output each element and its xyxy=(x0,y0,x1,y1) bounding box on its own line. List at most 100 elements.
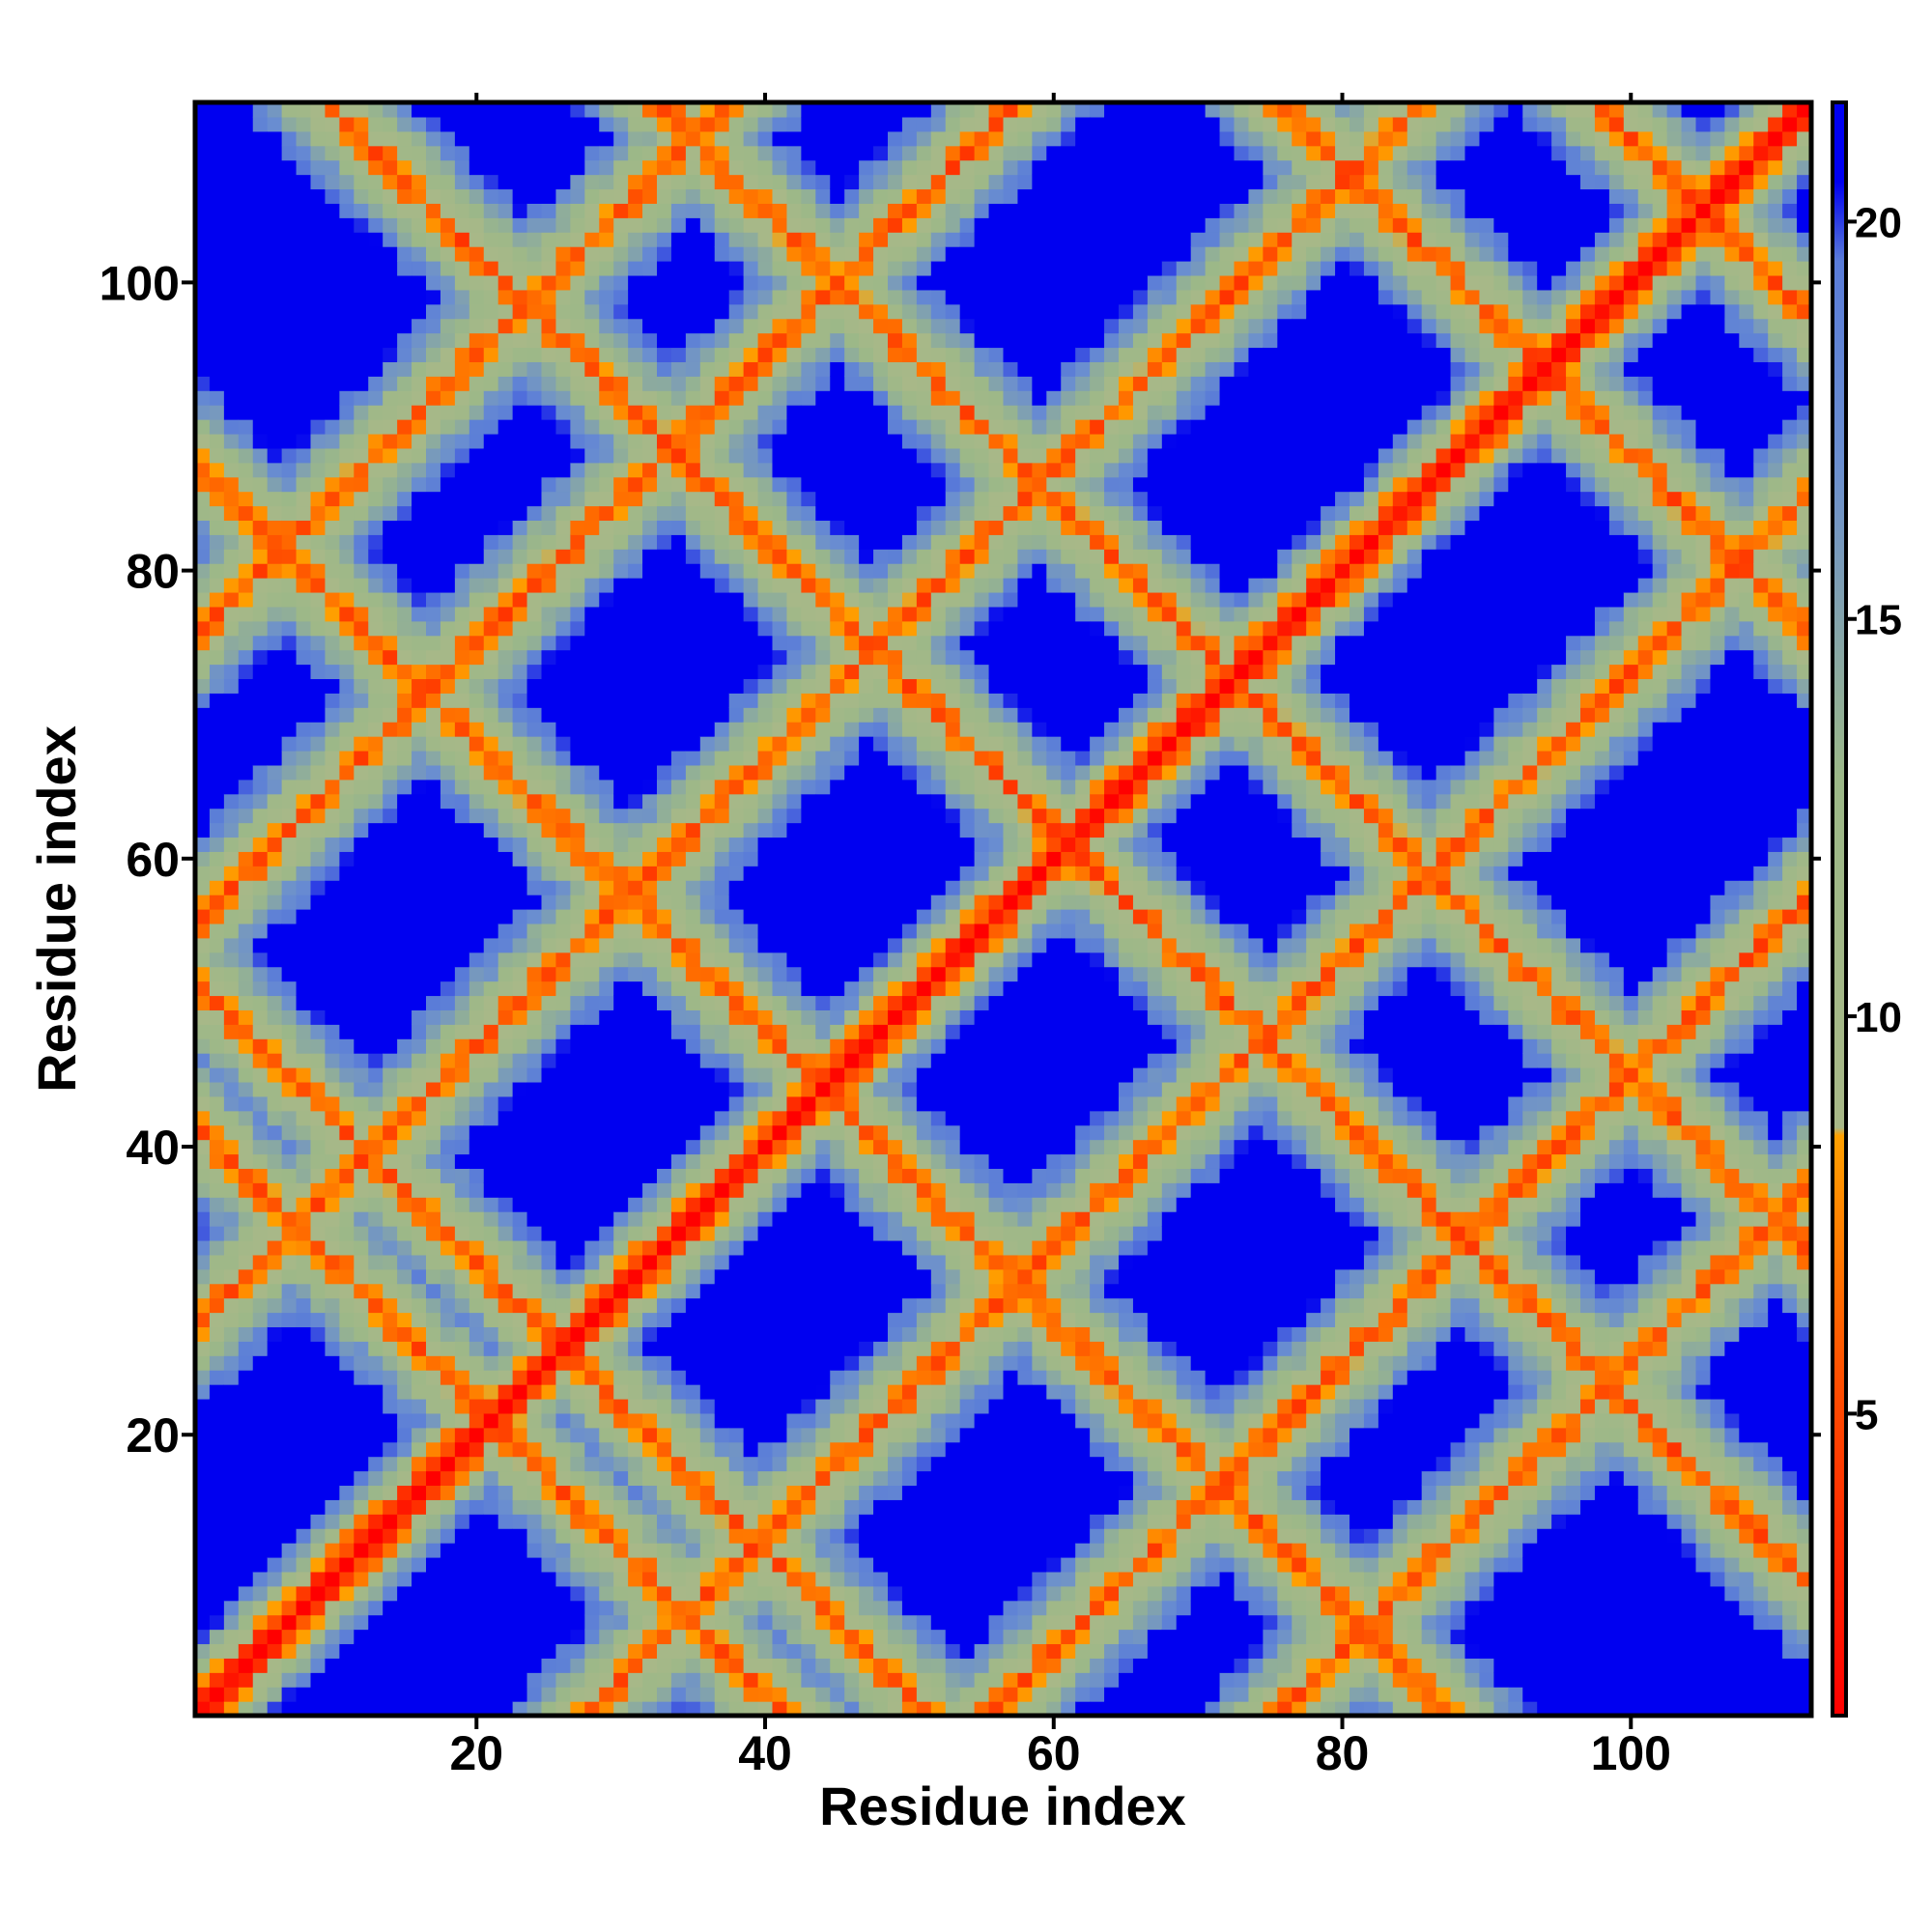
heatmap-cell xyxy=(670,1081,687,1097)
heatmap-cell xyxy=(339,1254,355,1270)
heatmap-cell xyxy=(555,707,571,723)
heatmap-cell xyxy=(670,966,687,982)
heatmap-cell xyxy=(209,578,225,593)
heatmap-cell xyxy=(570,606,585,622)
heatmap-cell xyxy=(815,664,831,680)
heatmap-cell xyxy=(339,1384,355,1400)
heatmap-cell xyxy=(642,303,658,320)
heatmap-cell xyxy=(412,578,427,593)
heatmap-cell xyxy=(743,750,759,766)
heatmap-cell xyxy=(526,952,543,968)
heatmap-cell xyxy=(714,1427,730,1443)
heatmap-cell xyxy=(310,649,327,666)
heatmap-cell xyxy=(296,1571,312,1587)
heatmap-cell xyxy=(628,1427,643,1443)
heatmap-cell xyxy=(368,1384,384,1400)
heatmap-cell xyxy=(728,779,745,795)
heatmap-cell xyxy=(657,851,672,867)
heatmap-cell xyxy=(325,303,340,320)
heatmap-cell xyxy=(368,318,384,334)
heatmap-cell xyxy=(570,1398,585,1414)
heatmap-cell xyxy=(267,1024,283,1039)
heatmap-cell xyxy=(483,1283,499,1299)
heatmap-cell xyxy=(757,261,774,276)
heatmap-cell xyxy=(699,261,716,276)
heatmap-cell xyxy=(325,505,340,522)
heatmap-cell xyxy=(613,1701,629,1717)
heatmap-cell xyxy=(801,476,816,493)
heatmap-cell xyxy=(830,837,845,852)
heatmap-cell xyxy=(325,274,340,291)
heatmap-cell xyxy=(238,376,254,391)
heatmap-cell xyxy=(757,822,774,838)
heatmap-cell xyxy=(772,649,788,666)
heatmap-cell xyxy=(714,937,730,953)
heatmap-cell xyxy=(628,447,643,464)
heatmap-cell xyxy=(383,880,398,895)
heatmap-cell xyxy=(541,289,557,305)
heatmap-cell xyxy=(310,491,327,507)
heatmap-cell xyxy=(296,1543,312,1558)
heatmap-cell xyxy=(555,764,571,781)
heatmap-cell xyxy=(657,1600,672,1616)
heatmap-cell xyxy=(570,1514,585,1529)
heatmap-cell xyxy=(238,145,254,161)
heatmap-cell xyxy=(426,563,441,579)
heatmap-cell xyxy=(310,1672,327,1688)
heatmap-cell xyxy=(642,520,658,535)
heatmap-cell xyxy=(469,1067,485,1083)
heatmap-cell xyxy=(238,1658,254,1673)
heatmap-cell xyxy=(685,1139,701,1155)
heatmap-cell xyxy=(526,130,543,147)
heatmap-cell xyxy=(397,1614,412,1631)
heatmap-cell xyxy=(628,937,643,953)
heatmap-cell xyxy=(786,591,802,608)
heatmap-cell xyxy=(497,1081,514,1097)
heatmap-cell xyxy=(252,1254,269,1270)
heatmap-cell xyxy=(223,1139,240,1155)
heatmap-cell xyxy=(325,952,340,968)
heatmap-cell xyxy=(657,274,672,291)
heatmap-cell xyxy=(252,1197,269,1212)
heatmap-cell xyxy=(772,289,788,305)
heatmap-cell xyxy=(296,1024,312,1039)
heatmap-cell xyxy=(628,678,643,694)
heatmap-cell xyxy=(440,174,456,190)
heatmap-cell xyxy=(454,808,470,824)
heatmap-cell xyxy=(252,433,269,449)
heatmap-cell xyxy=(599,1528,614,1544)
heatmap-cell xyxy=(339,303,355,320)
heatmap-cell xyxy=(757,1398,774,1414)
heatmap-cell xyxy=(325,1139,340,1155)
heatmap-cell xyxy=(426,880,441,895)
heatmap-cell xyxy=(383,130,398,147)
heatmap-cell xyxy=(397,261,412,276)
heatmap-cell xyxy=(281,174,298,190)
heatmap-cell xyxy=(555,736,571,752)
heatmap-cell xyxy=(584,793,600,810)
heatmap-cell xyxy=(195,793,211,810)
heatmap-cell xyxy=(426,433,441,449)
heatmap-cell xyxy=(599,793,614,810)
heatmap-cell xyxy=(699,1384,716,1400)
heatmap-cell xyxy=(426,620,441,637)
heatmap-cell xyxy=(555,808,571,824)
heatmap-cell xyxy=(584,1427,600,1443)
heatmap-cell xyxy=(830,1456,845,1472)
heatmap-cell xyxy=(368,1268,384,1285)
heatmap-cell xyxy=(267,837,283,852)
heatmap-cell xyxy=(642,1556,658,1573)
heatmap-cell xyxy=(368,1312,384,1328)
heatmap-cell xyxy=(426,1053,441,1068)
heatmap-cell xyxy=(772,203,788,218)
heatmap-cell xyxy=(325,1211,340,1227)
heatmap-cell xyxy=(830,1239,845,1256)
heatmap-cell xyxy=(454,1528,470,1544)
heatmap-cell xyxy=(310,520,327,535)
heatmap-cell xyxy=(642,793,658,810)
heatmap-cell xyxy=(223,1485,240,1500)
heatmap-cell xyxy=(815,952,831,968)
heatmap-cell xyxy=(454,1643,470,1659)
heatmap-cell xyxy=(699,880,716,895)
heatmap-cell xyxy=(339,1312,355,1328)
